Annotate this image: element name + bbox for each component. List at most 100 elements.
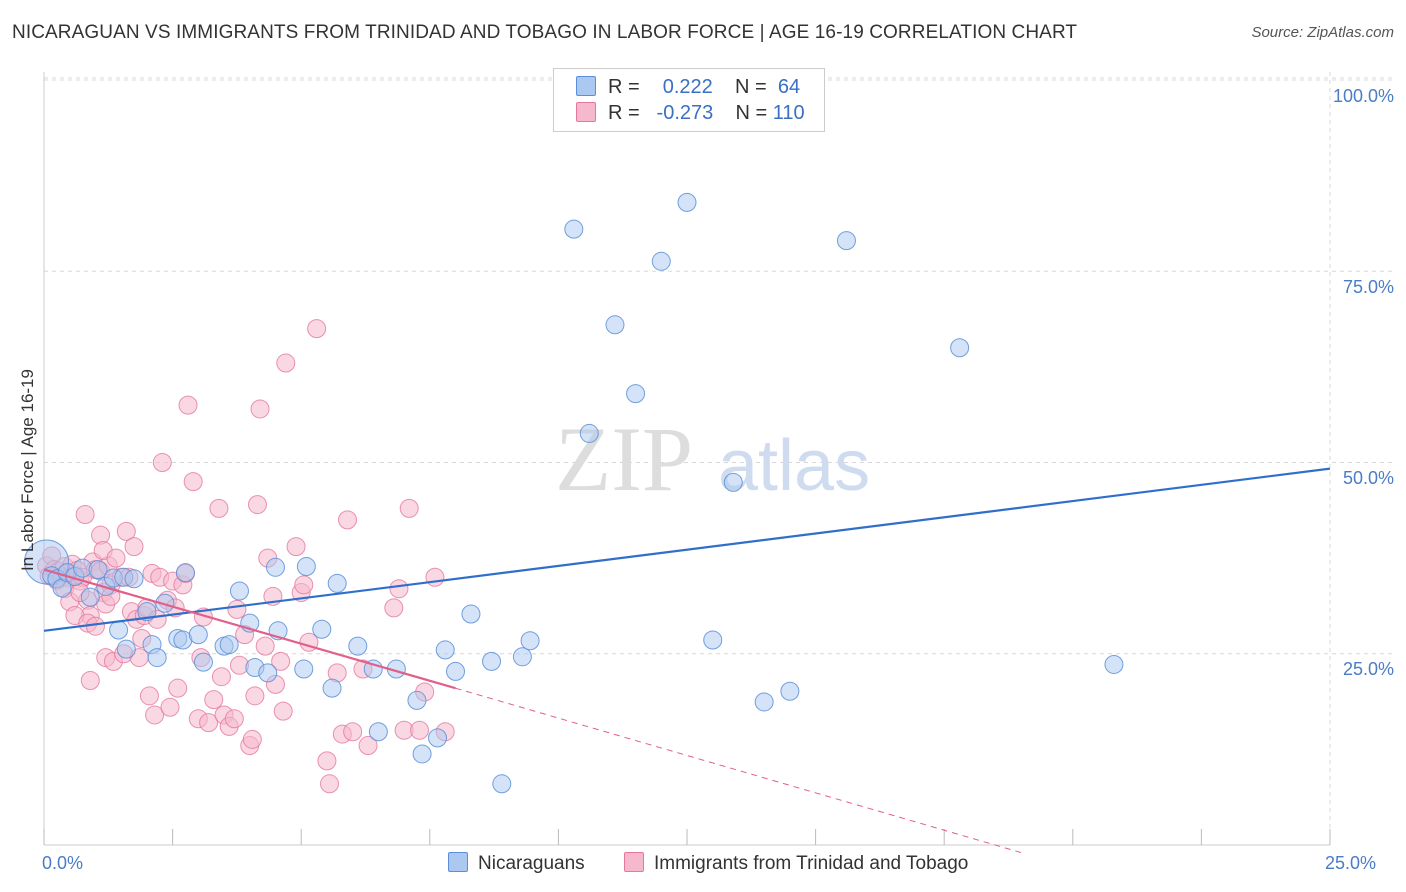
legend-n-value-blue: 64 bbox=[777, 76, 801, 98]
point-trinidad-93 bbox=[307, 319, 327, 339]
point-nicaraguan-60 bbox=[780, 681, 800, 701]
point-trinidad-67 bbox=[199, 713, 219, 733]
point-trinidad-101 bbox=[358, 736, 378, 756]
point-nicaraguan-11 bbox=[109, 620, 129, 640]
point-trinidad-104 bbox=[399, 498, 419, 518]
point-nicaraguan-18 bbox=[155, 593, 175, 613]
point-nicaraguan-33 bbox=[296, 557, 316, 577]
point-nicaraguan-52 bbox=[579, 423, 599, 443]
point-trinidad-62 bbox=[178, 395, 198, 415]
y-tick-label-100: 100.0% bbox=[1332, 86, 1394, 106]
point-nicaraguan-32 bbox=[294, 659, 314, 679]
point-nicaraguan-62 bbox=[950, 338, 970, 358]
point-nicaraguan-54 bbox=[626, 384, 646, 404]
point-trinidad-82 bbox=[255, 636, 275, 656]
y-axis-label: In Labor Force | Age 16-19 bbox=[18, 369, 37, 571]
point-nicaraguan-14 bbox=[116, 639, 136, 659]
axes bbox=[43, 72, 1331, 846]
bottom-legend-label-pink: Immigrants from Trinidad and Tobago bbox=[654, 853, 969, 874]
data-points bbox=[24, 192, 1124, 794]
point-trinidad-63 bbox=[183, 472, 203, 492]
y-tick-label-25: 25.0% bbox=[1342, 659, 1394, 679]
point-trinidad-78 bbox=[242, 729, 262, 749]
point-trinidad-40 bbox=[116, 521, 136, 541]
y-tick-label-75: 75.0% bbox=[1342, 277, 1394, 297]
legend-r-value-blue: 0.222 bbox=[662, 76, 713, 98]
bottom-legend-trinidad: Immigrants from Trinidad and Tobago bbox=[624, 852, 968, 875]
point-nicaraguan-31 bbox=[265, 557, 285, 577]
legend-n-label: N = bbox=[735, 76, 767, 98]
point-nicaraguan-30 bbox=[229, 581, 249, 601]
point-nicaraguan-34 bbox=[312, 619, 332, 639]
point-trinidad-74 bbox=[227, 599, 247, 619]
legend-row-nicaraguans: R = 0.222 N = 64 bbox=[576, 76, 800, 102]
point-nicaraguan-43 bbox=[428, 728, 448, 748]
bottom-legend-swatch-pink bbox=[624, 852, 644, 872]
chart-title: NICARAGUAN VS IMMIGRANTS FROM TRINIDAD A… bbox=[12, 22, 1078, 43]
point-trinidad-80 bbox=[247, 495, 267, 515]
x-tick-label-25: 25.0% bbox=[1325, 853, 1377, 873]
point-trinidad-30 bbox=[80, 671, 100, 691]
point-nicaraguan-50 bbox=[520, 631, 540, 651]
point-nicaraguan-8 bbox=[88, 560, 108, 580]
point-nicaraguan-59 bbox=[754, 692, 774, 712]
legend-swatch-pink bbox=[576, 102, 596, 122]
point-trinidad-88 bbox=[276, 353, 296, 373]
point-nicaraguan-41 bbox=[407, 690, 427, 710]
point-trinidad-108 bbox=[425, 567, 445, 587]
point-nicaraguan-37 bbox=[348, 636, 368, 656]
point-trinidad-81 bbox=[250, 399, 270, 419]
trend-line-trinidad bbox=[43, 568, 456, 690]
bottom-legend-nicaraguans: Nicaraguans bbox=[448, 852, 585, 875]
point-nicaraguan-22 bbox=[188, 625, 208, 645]
point-trinidad-102 bbox=[384, 598, 404, 618]
point-trinidad-49 bbox=[139, 686, 159, 706]
stats-legend: R = 0.222 N = 64 R = -0.273 N = 110 bbox=[553, 68, 825, 132]
point-nicaraguan-13 bbox=[124, 569, 144, 589]
legend-r-label: R = bbox=[608, 76, 640, 98]
point-nicaraguan-17 bbox=[147, 648, 167, 668]
point-nicaraguan-61 bbox=[836, 231, 856, 251]
point-nicaraguan-7 bbox=[80, 587, 100, 607]
point-trinidad-73 bbox=[224, 709, 244, 729]
trend-lines bbox=[43, 467, 1331, 854]
point-trinidad-94 bbox=[317, 751, 337, 771]
watermark-atlas: atlas bbox=[718, 426, 870, 506]
point-trinidad-51 bbox=[145, 705, 165, 725]
point-trinidad-59 bbox=[168, 678, 188, 698]
point-nicaraguan-36 bbox=[327, 573, 347, 593]
legend-n-label: N = bbox=[735, 102, 768, 124]
trend-line-trinidad-extension bbox=[455, 687, 1022, 854]
legend-n-value-pink: 110 bbox=[772, 102, 805, 124]
point-nicaraguan-39 bbox=[368, 722, 388, 742]
point-nicaraguan-53 bbox=[605, 315, 625, 335]
point-trinidad-54 bbox=[152, 453, 172, 472]
point-nicaraguan-47 bbox=[482, 651, 502, 671]
x-tick-label-0: 0.0% bbox=[42, 853, 84, 873]
point-nicaraguan-21 bbox=[175, 563, 195, 583]
point-nicaraguan-51 bbox=[564, 219, 584, 239]
trend-line-nicaraguans bbox=[43, 467, 1331, 632]
point-nicaraguan-49 bbox=[512, 647, 532, 667]
point-trinidad-70 bbox=[211, 667, 231, 687]
point-nicaraguan-42 bbox=[412, 744, 432, 764]
point-nicaraguan-56 bbox=[677, 192, 697, 212]
point-nicaraguan-38 bbox=[363, 659, 383, 679]
source-credit: Source: ZipAtlas.com bbox=[1251, 24, 1394, 41]
point-trinidad-98 bbox=[337, 510, 357, 530]
watermark: ZIP atlas bbox=[555, 408, 870, 510]
watermark-zip: ZIP bbox=[555, 408, 693, 510]
legend-r-value-pink: -0.273 bbox=[656, 102, 714, 124]
point-nicaraguan-25 bbox=[219, 635, 239, 655]
point-nicaraguan-35 bbox=[322, 678, 342, 698]
point-nicaraguan-45 bbox=[446, 661, 466, 681]
point-trinidad-68 bbox=[204, 690, 224, 710]
point-trinidad-86 bbox=[271, 651, 291, 671]
point-nicaraguan-28 bbox=[258, 663, 278, 683]
point-trinidad-99 bbox=[343, 722, 363, 742]
bottom-legend-label-blue: Nicaraguans bbox=[478, 853, 585, 874]
point-trinidad-87 bbox=[273, 701, 293, 721]
bottom-legend-swatch-blue bbox=[448, 852, 468, 872]
point-trinidad-95 bbox=[319, 774, 339, 794]
legend-swatch-blue bbox=[576, 76, 596, 96]
